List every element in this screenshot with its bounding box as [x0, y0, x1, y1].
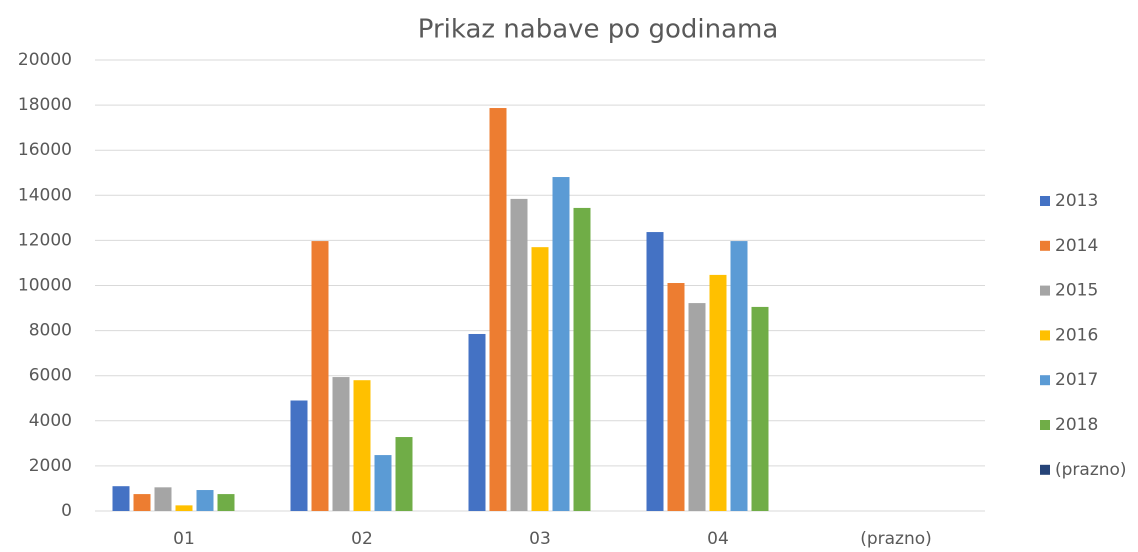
bar: [353, 380, 371, 511]
bar: [290, 400, 308, 511]
legend-swatch: [1040, 375, 1050, 386]
legend-label: 2017: [1055, 370, 1098, 390]
y-tick-label: 2000: [29, 456, 72, 476]
bar: [112, 486, 130, 511]
y-tick-label: 0: [61, 501, 72, 521]
bar: [552, 177, 570, 512]
legend-label: 2018: [1055, 415, 1098, 435]
bar: [489, 108, 507, 512]
y-tick-label: 6000: [29, 366, 72, 386]
bar: [332, 377, 350, 511]
bar: [510, 198, 528, 511]
legend-label: (prazno): [1055, 460, 1127, 480]
y-tick-label: 10000: [18, 276, 72, 296]
bar: [751, 306, 769, 511]
legend-swatch: [1040, 330, 1050, 341]
bar: [667, 283, 685, 511]
bar: [468, 333, 486, 511]
bar: [133, 494, 151, 511]
bar: [196, 490, 214, 511]
bar: [531, 247, 549, 512]
y-tick-label: 4000: [29, 411, 72, 431]
bar: [646, 232, 664, 511]
bar: [374, 455, 392, 511]
bar: [217, 494, 235, 511]
bar: [730, 241, 748, 511]
bar: [154, 487, 172, 511]
bar: [395, 437, 413, 511]
y-tick-label: 12000: [18, 230, 72, 250]
legend-swatch: [1040, 285, 1050, 296]
legend-swatch: [1040, 420, 1050, 430]
legend-swatch: [1040, 464, 1050, 475]
bar: [311, 241, 329, 511]
y-tick-label: 14000: [18, 185, 72, 205]
y-tick-label: 20000: [18, 50, 72, 70]
legend-label: 2015: [1055, 281, 1098, 301]
legend-label: 2016: [1055, 325, 1098, 345]
legend-label: 2013: [1055, 191, 1098, 211]
x-tick-label: 04: [707, 529, 729, 549]
legend-swatch: [1040, 240, 1050, 251]
legend-label: 2014: [1055, 236, 1098, 256]
x-tick-label: (prazno): [860, 529, 932, 549]
y-tick-label: 16000: [18, 140, 72, 160]
y-tick-label: 18000: [18, 95, 72, 115]
legend-swatch: [1040, 196, 1050, 206]
bar: [688, 303, 706, 511]
bar: [175, 505, 193, 511]
chart-title: Prikaz nabave po godinama: [418, 15, 779, 45]
bar: [709, 274, 727, 511]
x-tick-label: 03: [529, 529, 551, 549]
x-tick-label: 01: [173, 529, 195, 549]
y-tick-label: 8000: [29, 321, 72, 341]
x-tick-label: 02: [351, 529, 373, 549]
bar: [573, 207, 591, 512]
